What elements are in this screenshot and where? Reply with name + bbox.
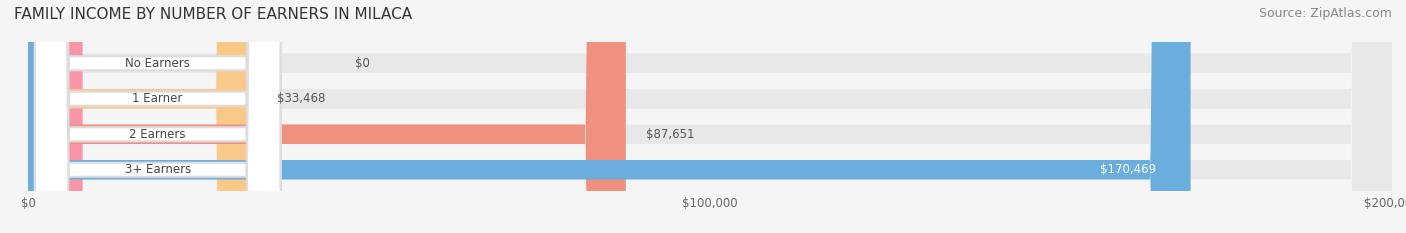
FancyBboxPatch shape: [28, 0, 1392, 233]
FancyBboxPatch shape: [28, 0, 256, 233]
Text: $0: $0: [356, 57, 370, 70]
Text: $87,651: $87,651: [647, 128, 695, 141]
FancyBboxPatch shape: [28, 0, 1392, 233]
FancyBboxPatch shape: [35, 0, 280, 233]
FancyBboxPatch shape: [35, 0, 280, 233]
FancyBboxPatch shape: [28, 0, 1392, 233]
FancyBboxPatch shape: [35, 0, 280, 233]
Text: Source: ZipAtlas.com: Source: ZipAtlas.com: [1258, 7, 1392, 20]
FancyBboxPatch shape: [28, 0, 1392, 233]
Text: 2 Earners: 2 Earners: [129, 128, 186, 141]
Text: No Earners: No Earners: [125, 57, 190, 70]
Text: 3+ Earners: 3+ Earners: [125, 163, 191, 176]
FancyBboxPatch shape: [35, 0, 280, 233]
Text: $170,469: $170,469: [1101, 163, 1157, 176]
Text: FAMILY INCOME BY NUMBER OF EARNERS IN MILACA: FAMILY INCOME BY NUMBER OF EARNERS IN MI…: [14, 7, 412, 22]
FancyBboxPatch shape: [28, 0, 83, 233]
FancyBboxPatch shape: [28, 0, 626, 233]
Text: 1 Earner: 1 Earner: [132, 92, 183, 105]
FancyBboxPatch shape: [28, 0, 1191, 233]
Text: $33,468: $33,468: [277, 92, 325, 105]
